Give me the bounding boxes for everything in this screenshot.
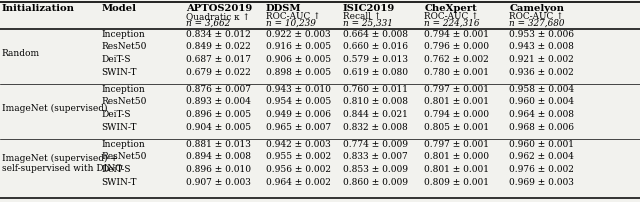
Text: 0.809 ± 0.001: 0.809 ± 0.001 — [424, 178, 490, 187]
Text: 0.898 ± 0.005: 0.898 ± 0.005 — [266, 68, 331, 77]
Text: ResNet50: ResNet50 — [101, 152, 147, 161]
Text: CheXpert: CheXpert — [424, 4, 477, 13]
Text: n = 3,662: n = 3,662 — [186, 19, 230, 28]
Text: ROC-AUC ↑: ROC-AUC ↑ — [509, 12, 564, 21]
Text: 0.960 ± 0.001: 0.960 ± 0.001 — [509, 140, 575, 149]
Text: DeiT-S: DeiT-S — [101, 110, 131, 119]
Text: 0.922 ± 0.003: 0.922 ± 0.003 — [266, 30, 330, 39]
Text: DeiT-S: DeiT-S — [101, 55, 131, 64]
Text: Random: Random — [2, 49, 40, 58]
Text: 0.953 ± 0.006: 0.953 ± 0.006 — [509, 30, 575, 39]
Text: SWIN-T: SWIN-T — [101, 123, 136, 132]
Text: 0.960 ± 0.004: 0.960 ± 0.004 — [509, 97, 575, 106]
Text: Quadratic κ ↑: Quadratic κ ↑ — [186, 12, 250, 21]
Text: 0.687 ± 0.017: 0.687 ± 0.017 — [186, 55, 251, 64]
Text: 0.943 ± 0.008: 0.943 ± 0.008 — [509, 42, 574, 52]
Text: Model: Model — [101, 4, 136, 13]
Text: 0.762 ± 0.002: 0.762 ± 0.002 — [424, 55, 489, 64]
Text: 0.833 ± 0.007: 0.833 ± 0.007 — [343, 152, 408, 161]
Text: 0.907 ± 0.003: 0.907 ± 0.003 — [186, 178, 250, 187]
Text: DDSM: DDSM — [266, 4, 301, 13]
Text: 0.894 ± 0.008: 0.894 ± 0.008 — [186, 152, 251, 161]
Text: 0.916 ± 0.005: 0.916 ± 0.005 — [266, 42, 331, 52]
Text: n = 25,331: n = 25,331 — [343, 19, 393, 28]
Text: Inception: Inception — [101, 140, 145, 149]
Text: 0.942 ± 0.003: 0.942 ± 0.003 — [266, 140, 330, 149]
Text: 0.958 ± 0.004: 0.958 ± 0.004 — [509, 85, 575, 94]
Text: 0.797 ± 0.001: 0.797 ± 0.001 — [424, 85, 490, 94]
Text: ResNet50: ResNet50 — [101, 97, 147, 106]
Text: 0.969 ± 0.003: 0.969 ± 0.003 — [509, 178, 574, 187]
Text: 0.881 ± 0.013: 0.881 ± 0.013 — [186, 140, 250, 149]
Text: 0.774 ± 0.009: 0.774 ± 0.009 — [343, 140, 408, 149]
Text: ISIC2019: ISIC2019 — [343, 4, 396, 13]
Text: 0.619 ± 0.080: 0.619 ± 0.080 — [343, 68, 408, 77]
Text: 0.954 ± 0.005: 0.954 ± 0.005 — [266, 97, 331, 106]
Text: 0.797 ± 0.001: 0.797 ± 0.001 — [424, 140, 490, 149]
Text: 0.810 ± 0.008: 0.810 ± 0.008 — [343, 97, 408, 106]
Text: 0.832 ± 0.008: 0.832 ± 0.008 — [343, 123, 408, 132]
Text: 0.805 ± 0.001: 0.805 ± 0.001 — [424, 123, 490, 132]
Text: 0.896 ± 0.005: 0.896 ± 0.005 — [186, 110, 251, 119]
Text: 0.943 ± 0.010: 0.943 ± 0.010 — [266, 85, 330, 94]
Text: n = 224,316: n = 224,316 — [424, 19, 480, 28]
Text: 0.844 ± 0.021: 0.844 ± 0.021 — [343, 110, 408, 119]
Text: 0.664 ± 0.008: 0.664 ± 0.008 — [343, 30, 408, 39]
Text: 0.849 ± 0.022: 0.849 ± 0.022 — [186, 42, 250, 52]
Text: 0.921 ± 0.002: 0.921 ± 0.002 — [509, 55, 574, 64]
Text: 0.964 ± 0.002: 0.964 ± 0.002 — [266, 178, 330, 187]
Text: Recall ↑: Recall ↑ — [343, 12, 381, 21]
Text: 0.853 ± 0.009: 0.853 ± 0.009 — [343, 165, 408, 174]
Text: 0.679 ± 0.022: 0.679 ± 0.022 — [186, 68, 250, 77]
Text: 0.965 ± 0.007: 0.965 ± 0.007 — [266, 123, 331, 132]
Text: 0.794 ± 0.000: 0.794 ± 0.000 — [424, 110, 490, 119]
Text: n = 327,680: n = 327,680 — [509, 19, 565, 28]
Text: 0.660 ± 0.016: 0.660 ± 0.016 — [343, 42, 408, 52]
Text: 0.955 ± 0.002: 0.955 ± 0.002 — [266, 152, 331, 161]
Text: Camelyon: Camelyon — [509, 4, 564, 13]
Text: 0.936 ± 0.002: 0.936 ± 0.002 — [509, 68, 574, 77]
Text: 0.893 ± 0.004: 0.893 ± 0.004 — [186, 97, 250, 106]
Text: 0.956 ± 0.002: 0.956 ± 0.002 — [266, 165, 331, 174]
Text: DeiT-S: DeiT-S — [101, 165, 131, 174]
Text: 0.904 ± 0.005: 0.904 ± 0.005 — [186, 123, 251, 132]
Text: ImageNet (supervised): ImageNet (supervised) — [2, 104, 108, 113]
Text: 0.801 ± 0.000: 0.801 ± 0.000 — [424, 152, 490, 161]
Text: ResNet50: ResNet50 — [101, 42, 147, 52]
Text: n = 10,239: n = 10,239 — [266, 19, 316, 28]
Text: 0.968 ± 0.006: 0.968 ± 0.006 — [509, 123, 575, 132]
Text: 0.906 ± 0.005: 0.906 ± 0.005 — [266, 55, 331, 64]
Text: 0.949 ± 0.006: 0.949 ± 0.006 — [266, 110, 331, 119]
Text: APTOS2019: APTOS2019 — [186, 4, 252, 13]
Text: 0.834 ± 0.012: 0.834 ± 0.012 — [186, 30, 250, 39]
Text: 0.579 ± 0.013: 0.579 ± 0.013 — [343, 55, 408, 64]
Text: 0.780 ± 0.001: 0.780 ± 0.001 — [424, 68, 490, 77]
Text: 0.896 ± 0.010: 0.896 ± 0.010 — [186, 165, 251, 174]
Text: 0.794 ± 0.001: 0.794 ± 0.001 — [424, 30, 490, 39]
Text: 0.760 ± 0.011: 0.760 ± 0.011 — [343, 85, 408, 94]
Text: ImageNet (supervised) +
self-supervised with DINO: ImageNet (supervised) + self-supervised … — [2, 153, 122, 173]
Text: 0.860 ± 0.009: 0.860 ± 0.009 — [343, 178, 408, 187]
Text: 0.976 ± 0.002: 0.976 ± 0.002 — [509, 165, 574, 174]
Text: 0.962 ± 0.004: 0.962 ± 0.004 — [509, 152, 574, 161]
Text: Inception: Inception — [101, 30, 145, 39]
Text: SWIN-T: SWIN-T — [101, 178, 136, 187]
Text: 0.801 ± 0.001: 0.801 ± 0.001 — [424, 97, 490, 106]
Text: ROC-AUC ↑: ROC-AUC ↑ — [424, 12, 479, 21]
Text: ROC-AUC ↑: ROC-AUC ↑ — [266, 12, 320, 21]
Text: 0.964 ± 0.008: 0.964 ± 0.008 — [509, 110, 575, 119]
Text: Inception: Inception — [101, 85, 145, 94]
Text: 0.801 ± 0.001: 0.801 ± 0.001 — [424, 165, 490, 174]
Text: 0.796 ± 0.000: 0.796 ± 0.000 — [424, 42, 490, 52]
Text: 0.876 ± 0.007: 0.876 ± 0.007 — [186, 85, 251, 94]
Text: Initialization: Initialization — [2, 4, 75, 13]
Text: SWIN-T: SWIN-T — [101, 68, 136, 77]
